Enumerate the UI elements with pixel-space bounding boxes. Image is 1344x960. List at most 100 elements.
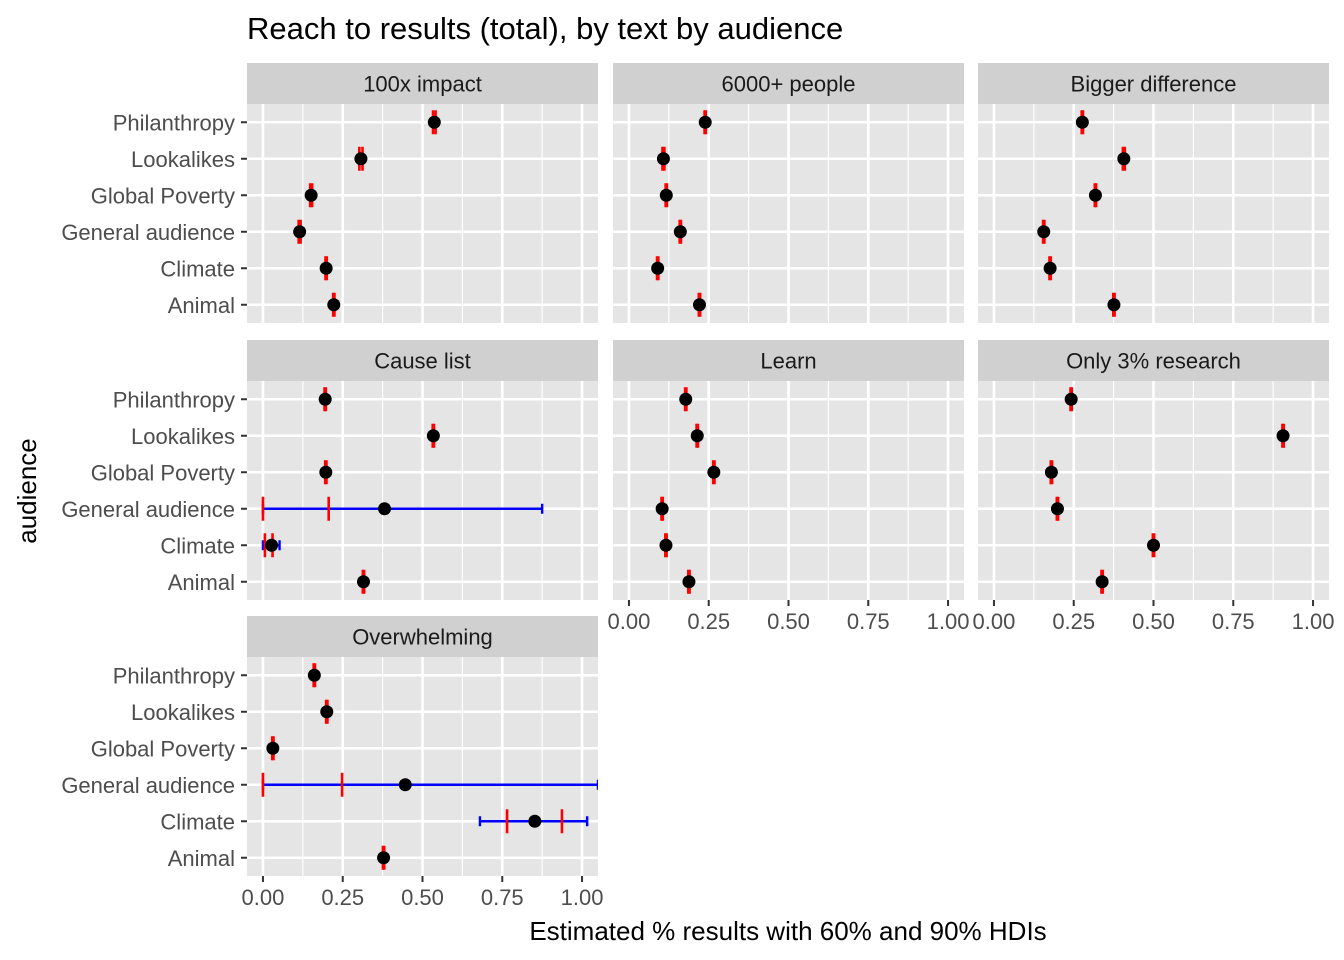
facet-strip: [247, 340, 598, 381]
mean-point: [307, 668, 321, 682]
y-axis-label: audience: [12, 438, 42, 544]
facet-strip-label: Cause list: [374, 349, 471, 374]
mean-point: [1075, 115, 1089, 129]
x-tick-label: 0.25: [1052, 609, 1095, 634]
y-tick-label: Philanthropy: [113, 110, 235, 135]
point-group-global-poverty: [319, 460, 333, 485]
point-group-climate: [1043, 256, 1057, 281]
facet-strip-label: 6000+ people: [722, 72, 856, 97]
y-tick-label: General audience: [61, 773, 235, 798]
mean-point: [378, 502, 392, 516]
mean-point: [427, 115, 441, 129]
mean-point: [659, 538, 673, 552]
facet-strip-label: Overwhelming: [352, 625, 493, 650]
mean-point: [651, 261, 665, 275]
x-tick-label: 0.00: [242, 885, 285, 910]
x-tick-label: 1.00: [561, 885, 604, 910]
mean-point: [354, 152, 368, 166]
mean-point: [265, 538, 279, 552]
y-tick-label: Philanthropy: [113, 663, 235, 688]
mean-point: [320, 705, 334, 719]
mean-point: [1276, 429, 1290, 443]
point-group-philanthropy: [1064, 387, 1078, 412]
x-tick-label: 0.50: [767, 609, 810, 634]
panel-marks: [261, 663, 598, 870]
point-group-climate: [651, 256, 665, 281]
facet-strip: [247, 63, 598, 104]
point-group-animal: [682, 569, 696, 594]
y-tick-label: Global Poverty: [91, 736, 235, 761]
point-group-global-poverty: [304, 183, 318, 208]
y-tick-label: Animal: [168, 570, 235, 595]
mean-point: [682, 575, 696, 589]
point-group-general-audience: [293, 219, 307, 244]
mean-point: [319, 465, 333, 479]
point-group-animal: [377, 845, 391, 870]
point-group-lookalikes: [656, 146, 670, 171]
facet-strip: [613, 63, 964, 104]
y-tick-label: Lookalikes: [131, 700, 235, 725]
y-tick-label: Lookalikes: [131, 424, 235, 449]
point-group-lookalikes: [1117, 146, 1131, 171]
y-tick-label: Animal: [168, 293, 235, 318]
mean-point: [692, 298, 706, 312]
facet-6000-people: 6000+ people: [613, 63, 964, 323]
mean-point: [1044, 465, 1058, 479]
point-group-animal: [1107, 292, 1121, 317]
mean-point: [356, 575, 370, 589]
facet-strip-label: Bigger difference: [1071, 72, 1237, 97]
point-group-lookalikes: [690, 423, 704, 448]
point-group-animal: [1095, 569, 1109, 594]
mean-point: [528, 814, 542, 828]
y-tick-label: Global Poverty: [91, 460, 235, 485]
point-group-philanthropy: [679, 387, 693, 412]
x-tick-label: 0.25: [321, 885, 364, 910]
mean-point: [426, 429, 440, 443]
point-group-lookalikes: [426, 423, 440, 448]
x-tick-label: 0.00: [973, 609, 1016, 634]
point-group-climate: [478, 809, 589, 834]
mean-point: [707, 465, 721, 479]
y-tick-label: Global Poverty: [91, 183, 235, 208]
facet-only-3-research: Only 3% research 0.00 0.25 0.50 0.75 1.00: [973, 340, 1335, 634]
mean-point: [1037, 225, 1051, 239]
mean-point: [266, 741, 280, 755]
point-group-general-audience: [655, 496, 669, 521]
y-tick-label: General audience: [61, 497, 235, 522]
facet-strip: [613, 340, 964, 381]
mean-point: [659, 188, 673, 202]
mean-point: [655, 502, 669, 516]
facet-strip-label: Learn: [760, 349, 816, 374]
mean-point: [1095, 575, 1109, 589]
panel-marks: [261, 387, 544, 594]
point-group-global-poverty: [707, 460, 721, 485]
x-tick-label: 0.50: [401, 885, 444, 910]
facet-strip: [978, 63, 1329, 104]
facet-cause-list: Cause list Philanthropy Lookalikes Global P…: [61, 340, 598, 600]
point-group-global-poverty: [1044, 460, 1058, 485]
mean-point: [698, 115, 712, 129]
y-tick-label: General audience: [61, 220, 235, 245]
x-tick-label: 1.00: [1292, 609, 1335, 634]
point-group-philanthropy: [318, 387, 332, 412]
point-group-philanthropy: [1075, 110, 1089, 135]
point-group-global-poverty: [1088, 183, 1102, 208]
mean-point: [327, 298, 341, 312]
panel-marks: [1044, 387, 1290, 594]
point-group-general-audience: [673, 219, 687, 244]
mean-point: [656, 152, 670, 166]
mean-point: [319, 261, 333, 275]
y-tick-label: Philanthropy: [113, 387, 235, 412]
x-tick-label: 0.25: [687, 609, 730, 634]
x-tick-label: 1.00: [927, 609, 970, 634]
y-tick-label: Climate: [160, 256, 235, 281]
point-group-climate: [319, 256, 333, 281]
x-tick-label: 0.75: [1212, 609, 1255, 634]
panel-marks: [655, 387, 721, 594]
point-group-general-audience: [261, 772, 598, 797]
x-tick-label: 0.75: [481, 885, 524, 910]
point-group-general-audience: [261, 496, 544, 521]
point-group-general-audience: [1050, 496, 1064, 521]
mean-point: [293, 225, 307, 239]
point-group-animal: [356, 569, 370, 594]
